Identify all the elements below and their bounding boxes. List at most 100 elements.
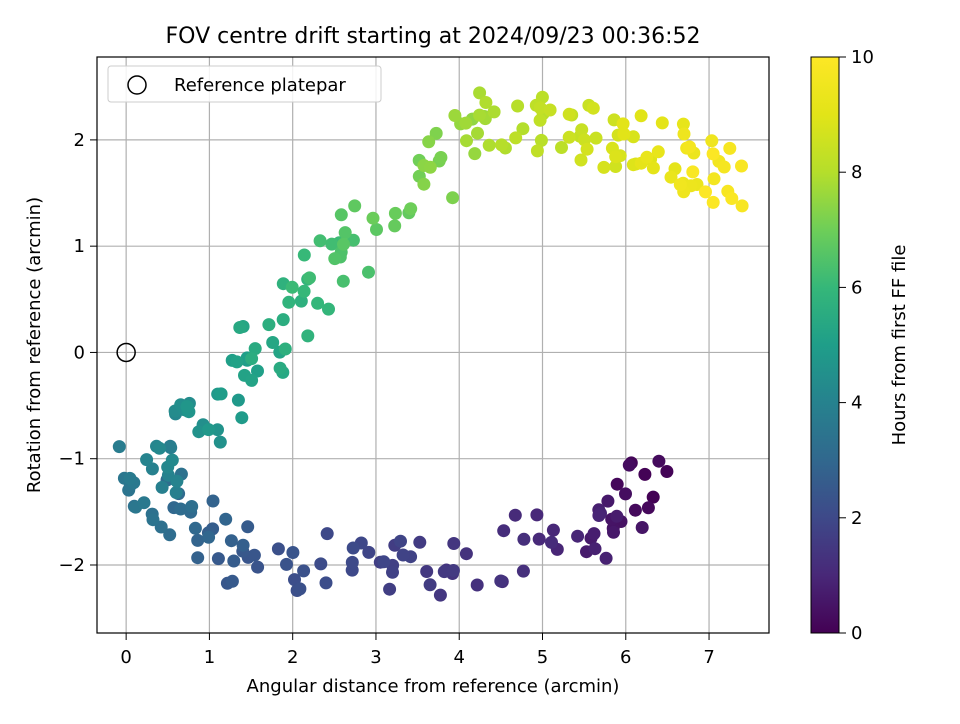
data-point xyxy=(328,252,342,266)
data-point xyxy=(433,588,447,602)
data-point xyxy=(646,161,660,175)
data-point xyxy=(543,103,557,117)
data-point xyxy=(202,423,216,437)
data-point xyxy=(301,329,315,343)
data-point xyxy=(460,134,473,148)
data-point xyxy=(206,494,220,508)
data-point xyxy=(185,500,199,513)
data-point xyxy=(319,576,333,590)
data-point xyxy=(735,199,749,213)
data-point xyxy=(336,274,350,288)
data-point xyxy=(532,532,546,546)
data-point xyxy=(224,534,238,548)
reference-platepar-marker xyxy=(116,342,136,363)
data-point xyxy=(664,170,678,184)
data-point xyxy=(446,191,460,205)
y-tick-label: 1 xyxy=(74,236,85,257)
data-point xyxy=(580,142,594,156)
x-tick-label: 3 xyxy=(370,647,381,668)
data-point xyxy=(225,574,239,588)
data-point xyxy=(495,138,509,152)
data-point xyxy=(155,480,169,494)
x-axis-label: Angular distance from reference (arcmin) xyxy=(247,676,620,697)
data-point xyxy=(646,490,660,504)
data-point xyxy=(334,208,348,222)
x-tick-label: 6 xyxy=(620,647,631,668)
colorbar-label: Hours from first FF file xyxy=(889,245,910,446)
data-point xyxy=(509,131,523,145)
data-point xyxy=(293,582,307,596)
data-point xyxy=(459,116,473,130)
data-point xyxy=(202,530,216,544)
data-point xyxy=(303,271,316,285)
data-point xyxy=(473,86,487,100)
y-axis-ticks: −2 −1 0 1 2 xyxy=(58,130,97,576)
data-point xyxy=(586,101,600,115)
data-point xyxy=(635,521,649,534)
data-point xyxy=(241,520,255,534)
data-point xyxy=(601,494,615,508)
data-point xyxy=(345,555,359,569)
y-tick-label: 0 xyxy=(74,342,85,363)
data-point xyxy=(622,458,636,472)
data-point xyxy=(388,206,402,220)
data-point xyxy=(338,226,352,240)
data-point xyxy=(313,234,327,248)
data-point xyxy=(530,508,544,522)
data-point xyxy=(723,141,737,155)
data-point xyxy=(112,440,126,454)
data-point xyxy=(280,557,293,571)
data-point xyxy=(362,545,376,559)
data-point xyxy=(673,178,687,192)
data-point xyxy=(575,123,589,137)
data-point xyxy=(188,521,202,535)
data-point xyxy=(214,387,228,401)
data-point xyxy=(562,130,576,144)
data-point xyxy=(717,160,731,174)
data-point xyxy=(140,453,154,467)
data-point xyxy=(377,555,391,569)
x-tick-label: 5 xyxy=(537,647,548,668)
data-point xyxy=(619,487,632,501)
data-point xyxy=(286,546,300,559)
data-points xyxy=(112,86,749,602)
data-point xyxy=(589,131,603,145)
legend-box xyxy=(107,65,382,103)
data-point xyxy=(479,96,493,109)
data-point xyxy=(231,393,245,407)
data-point xyxy=(706,195,720,209)
data-point xyxy=(322,302,335,316)
data-point xyxy=(285,280,299,294)
data-point xyxy=(227,554,241,568)
data-point xyxy=(192,425,206,439)
data-point xyxy=(473,108,486,122)
data-point xyxy=(508,508,522,522)
data-point xyxy=(276,313,290,327)
data-point xyxy=(592,509,606,522)
data-point xyxy=(587,527,601,541)
data-point xyxy=(610,509,624,523)
y-tick-label: −1 xyxy=(58,449,85,470)
x-tick-label: 0 xyxy=(120,647,131,668)
data-point xyxy=(434,151,448,164)
data-point xyxy=(233,321,247,334)
data-point xyxy=(448,109,462,122)
data-point xyxy=(429,126,443,140)
data-point xyxy=(686,165,700,179)
data-point xyxy=(471,126,484,140)
data-point xyxy=(314,557,328,571)
data-point xyxy=(530,144,544,158)
data-point xyxy=(282,295,296,309)
data-point xyxy=(628,503,642,517)
data-point xyxy=(146,513,160,527)
data-point xyxy=(230,355,244,369)
data-point xyxy=(683,140,696,154)
data-point xyxy=(383,582,397,596)
data-point xyxy=(516,564,530,578)
data-point xyxy=(616,117,630,131)
data-point xyxy=(325,237,339,251)
data-point xyxy=(145,462,159,476)
data-point xyxy=(651,145,665,159)
data-point xyxy=(346,541,360,555)
